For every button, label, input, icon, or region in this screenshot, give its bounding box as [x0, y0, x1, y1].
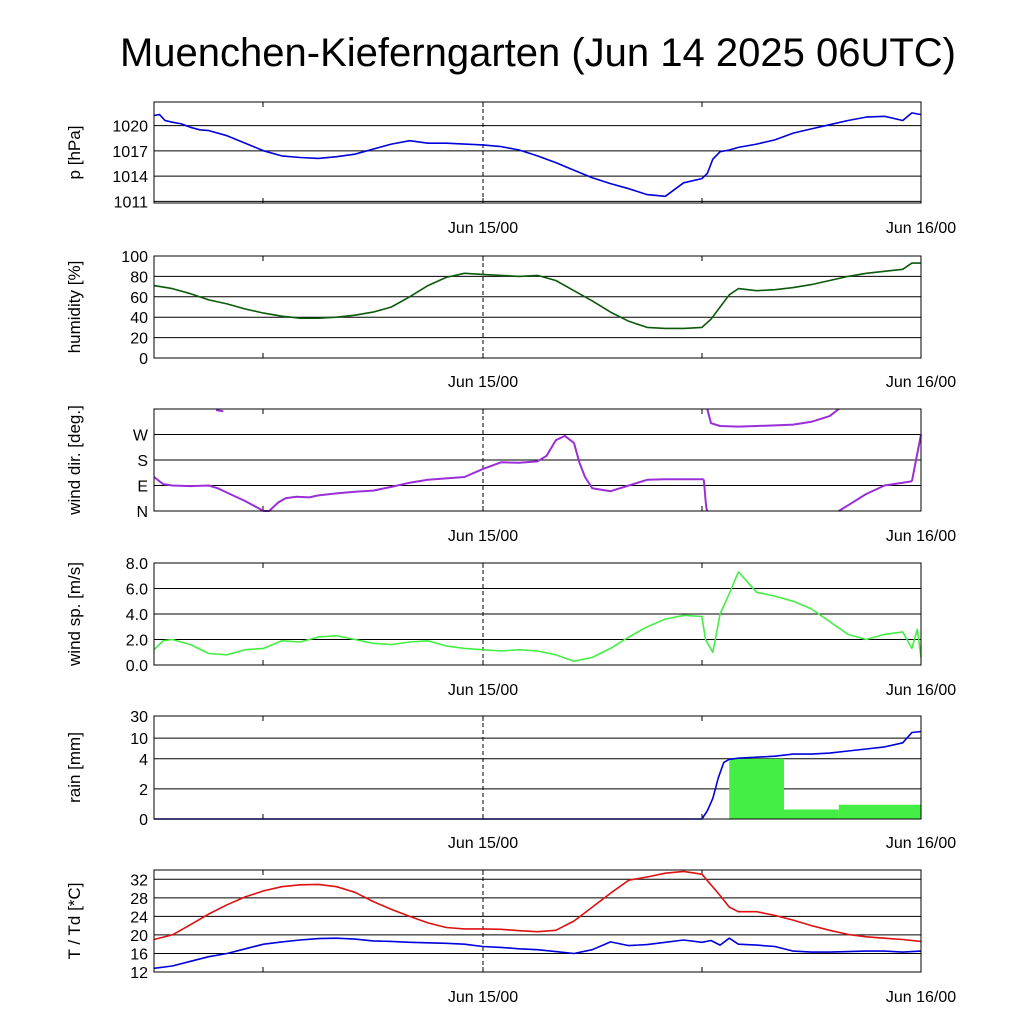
y-axis-label: humidity [%]	[65, 261, 84, 354]
y-tick-label: 0.0	[126, 658, 148, 675]
panel-frame	[153, 562, 922, 666]
series-line-wind_direction	[153, 434, 704, 512]
series-line-temperature	[153, 870, 922, 943]
rain-bar	[838, 804, 921, 819]
y-tick-label: 0	[139, 812, 148, 829]
y-tick-label: 8.0	[126, 556, 148, 573]
y-tick-label: W	[133, 428, 149, 445]
rain-bar	[729, 758, 785, 819]
panel-frame	[153, 255, 922, 359]
series-line-wind_direction	[702, 479, 709, 512]
x-tick-label: Jun 16/00	[886, 835, 956, 852]
y-tick-label: N	[136, 504, 148, 521]
y-tick-label: 28	[130, 891, 148, 908]
y-axis-label: wind dir. [deg.]	[65, 405, 84, 516]
panel-frame	[153, 715, 922, 820]
rain-bar	[784, 809, 839, 819]
x-tick-label: Jun 15/00	[448, 835, 518, 852]
x-tick-label: Jun 16/00	[886, 220, 956, 237]
series-line-wind_direction	[706, 408, 840, 428]
x-tick-label: Jun 15/00	[448, 682, 518, 699]
x-tick-label: Jun 16/00	[886, 374, 956, 391]
y-axis-label: T / Td [*C]	[65, 883, 84, 960]
y-tick-label: 80	[130, 269, 148, 286]
x-tick-label: Jun 15/00	[448, 374, 518, 391]
panel-frame	[153, 869, 922, 973]
x-tick-label: Jun 15/00	[448, 989, 518, 1006]
y-axis-label: rain [mm]	[65, 732, 84, 803]
y-axis-label: wind sp. [m/s]	[65, 562, 84, 667]
series-line-pressure	[153, 112, 922, 198]
panel-rain: 0 2 4 10 30 rain [mm] Jun 15/00 Jun 16/00	[65, 709, 956, 852]
panel-frame	[153, 408, 922, 512]
y-tick-label: 2	[139, 782, 148, 799]
y-tick-label: 6.0	[126, 582, 148, 599]
x-tick-label: Jun 15/00	[448, 528, 518, 545]
y-tick-label: 20	[130, 928, 148, 945]
y-tick-label: 1017	[112, 144, 148, 161]
y-tick-label: 20	[130, 331, 148, 348]
x-tick-label: Jun 16/00	[886, 528, 956, 545]
panel-pressure: 1011 1014 1017 1020 p [hPa] Jun 15/00 Jun 16/0…	[65, 101, 956, 237]
y-tick-label: 2.0	[126, 633, 148, 650]
y-tick-label: 1011	[114, 194, 149, 211]
series-line-rain	[154, 730, 922, 820]
y-tick-label: 12	[130, 965, 148, 982]
y-tick-label: 100	[121, 249, 148, 266]
x-tick-label: Jun 16/00	[886, 682, 956, 699]
series-line-wind_direction	[838, 480, 913, 512]
x-tick-label: Jun 16/00	[886, 989, 956, 1006]
y-tick-label: E	[137, 479, 148, 496]
y-tick-label: 60	[130, 290, 148, 307]
series-line-wind_speed	[153, 571, 922, 663]
y-tick-label: 30	[130, 709, 148, 726]
series-line-wind_direction	[910, 434, 922, 482]
y-tick-label: 0	[139, 351, 148, 368]
y-tick-label: S	[137, 453, 148, 470]
x-tick-label: Jun 15/00	[448, 220, 518, 237]
y-axis-label: p [hPa]	[65, 126, 84, 180]
panel-frame	[153, 101, 922, 204]
y-tick-label: 24	[130, 909, 148, 926]
chart-title: Muenchen-Kieferngarten (Jun 14 2025 06UT…	[120, 31, 956, 75]
series-line-temperature	[153, 937, 922, 970]
y-tick-label: 4	[139, 752, 148, 769]
y-tick-label: 4.0	[126, 607, 148, 624]
y-tick-label: 40	[130, 310, 148, 327]
panel-wind_speed: 0.0 2.0 4.0 6.0 8.0 wind sp. [m/s] Jun 15/00 Ju…	[65, 556, 956, 699]
y-tick-label: 32	[130, 872, 148, 889]
y-tick-label: 1014	[112, 169, 148, 186]
panel-humidity: 0 20 40 60 80 100 humidity [%] Jun 15/00 Jun 16/…	[65, 249, 956, 391]
y-tick-label: 16	[130, 946, 148, 963]
series-line-humidity	[153, 262, 921, 330]
y-tick-label: 1020	[112, 119, 148, 136]
y-tick-label: 10	[130, 731, 148, 748]
series-line-wind_direction	[215, 409, 224, 413]
